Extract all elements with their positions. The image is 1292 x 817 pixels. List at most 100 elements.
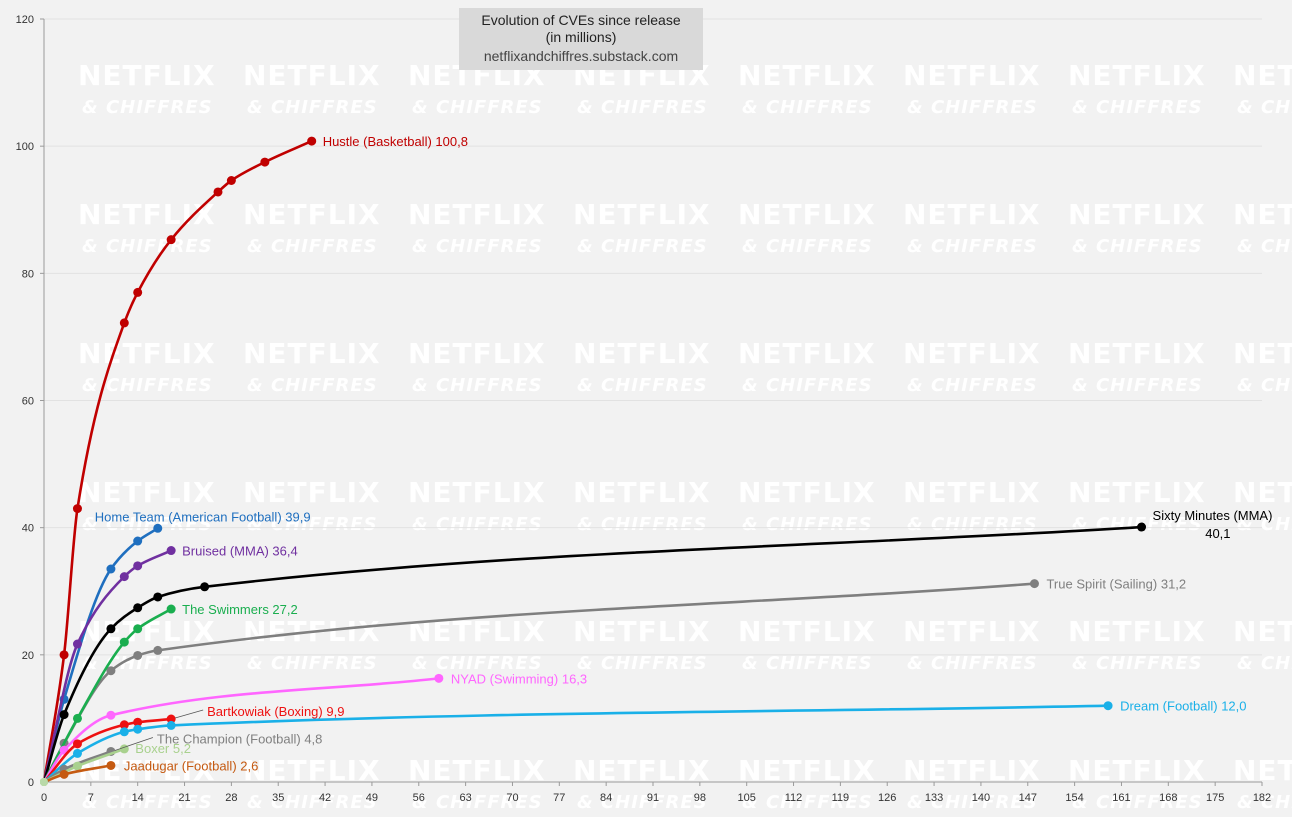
watermark-text: & CHIFFRES — [577, 514, 708, 535]
data-point — [133, 724, 143, 734]
watermark-text: NETFLIX — [903, 59, 1041, 92]
data-point — [40, 778, 48, 786]
series-label: The Champion (Football) 4,8 — [157, 731, 322, 746]
y-tick-label: 80 — [22, 268, 34, 280]
watermark-text: NETFLIX — [243, 59, 381, 92]
data-point — [166, 720, 176, 730]
watermark-text: & CHIFFRES — [247, 653, 378, 674]
data-point — [72, 713, 82, 723]
watermark-text: NETFLIX — [243, 476, 381, 509]
data-point — [213, 187, 223, 197]
watermark-text: & CHIFFRES — [82, 792, 213, 813]
x-tick-label: 112 — [785, 792, 803, 804]
series-value-label: 40,1 — [1205, 526, 1230, 541]
data-point — [166, 546, 176, 556]
series-sixty-minutes-mma — [40, 522, 1147, 786]
watermark-text: & CHIFFRES — [82, 236, 213, 257]
watermark-text: NETFLIX — [78, 198, 216, 231]
data-point — [106, 564, 116, 574]
data-point — [307, 136, 317, 146]
series-jaadugar-football — [40, 760, 116, 786]
x-tick-label: 84 — [600, 792, 612, 804]
watermark-text: & CHIFFRES — [577, 236, 708, 257]
data-point — [166, 714, 176, 724]
x-tick-label: 14 — [132, 792, 144, 804]
x-tick-label: 98 — [694, 792, 706, 804]
watermark-text: NETFLIX — [408, 476, 546, 509]
watermark-text: NETFLIX — [573, 615, 711, 648]
label-leader-line — [114, 737, 154, 751]
data-point — [72, 748, 82, 758]
data-point — [119, 572, 129, 582]
watermark-text: NETFLIX — [1068, 59, 1206, 92]
watermark-text: & CHIFFRES — [742, 97, 873, 118]
data-point — [133, 650, 143, 660]
x-tick-label: 70 — [506, 792, 518, 804]
watermark-text: NETFLIX — [1068, 337, 1206, 370]
watermark-text: & CHIFFRES — [1072, 97, 1203, 118]
watermark-text: & CHIFFRES — [412, 514, 543, 535]
watermark-text: & CHIFFRES — [82, 97, 213, 118]
watermark-text: & CHIFFRES — [907, 375, 1038, 396]
watermark-text: & CHIFFRES — [577, 97, 708, 118]
series-line — [42, 549, 173, 784]
y-tick-label: 120 — [16, 14, 34, 26]
watermark-text: NETFLIX — [738, 337, 876, 370]
watermark-text: & CHIFFRES — [1072, 375, 1203, 396]
series-label: Jaadugar (Football) 2,6 — [124, 758, 258, 773]
watermark-text: NETFLIX — [903, 198, 1041, 231]
data-point — [119, 727, 129, 737]
watermark-text: NETFLIX — [573, 198, 711, 231]
watermark-text: NETFLIX — [78, 476, 216, 509]
source-credit: netflixandchiffres.substack.com — [483, 48, 679, 64]
data-point — [133, 717, 143, 727]
watermark-text: & CHIFFRES — [742, 375, 873, 396]
axes: 0 20 40 60 80 100 120 0 7 14 21 28 35 42 49 56 63 70 77 84 9… — [16, 14, 1272, 804]
data-point — [59, 710, 69, 720]
grid-lines — [44, 18, 1262, 656]
label-leader-line — [175, 709, 204, 719]
series-bartkowiak-boxing — [40, 714, 176, 786]
watermark-text: NETFLIX — [738, 59, 876, 92]
series-label: Bruised (MMA) 36,4 — [182, 544, 298, 559]
series-hustle-basketball — [40, 136, 317, 786]
watermark-text: NETFLIX — [903, 476, 1041, 509]
watermark-text: NETFLIX — [1233, 615, 1292, 648]
watermark-text: NETFLIX — [78, 337, 216, 370]
watermark-text: NETFLIX — [1233, 59, 1292, 92]
watermark-text: NETFLIX — [903, 615, 1041, 648]
data-point — [153, 645, 163, 655]
data-point — [200, 582, 210, 592]
series-label: Home Team (American Football) 39,9 — [95, 509, 311, 524]
watermark-text: & CHIFFRES — [412, 792, 543, 813]
data-point — [260, 157, 270, 167]
x-tick-label: 133 — [925, 792, 943, 804]
watermark-text: NETFLIX — [573, 476, 711, 509]
watermark-text: NETFLIX — [738, 198, 876, 231]
watermark-text: & CHIFFRES — [412, 97, 543, 118]
x-tick-label: 182 — [1253, 792, 1271, 804]
watermark-text: & CHIFFRES — [1237, 375, 1292, 396]
series-label: Bartkowiak (Boxing) 9,9 — [207, 704, 344, 719]
watermark-text: & CHIFFRES — [577, 375, 708, 396]
data-point — [72, 504, 82, 514]
watermark-text: & CHIFFRES — [1072, 653, 1203, 674]
watermark-layer: NETFLIX & CHIFFRES NETFLIX & CHIFFRES NETFLI… — [78, 59, 1292, 813]
data-point — [1103, 701, 1113, 711]
watermark-text: & CHIFFRES — [907, 97, 1038, 118]
data-point — [226, 176, 236, 186]
data-point — [106, 760, 116, 770]
x-tick-label: 49 — [366, 792, 378, 804]
x-tick-label: 63 — [459, 792, 471, 804]
watermark-text: NETFLIX — [903, 337, 1041, 370]
watermark-text: & CHIFFRES — [1237, 653, 1292, 674]
watermark-text: & CHIFFRES — [412, 653, 543, 674]
data-point — [72, 739, 82, 749]
chart-title-box: Evolution of CVEs since release (in mill… — [459, 8, 703, 70]
x-tick-label: 28 — [225, 792, 237, 804]
data-point — [133, 624, 143, 634]
x-tick-label: 77 — [553, 792, 565, 804]
watermark-text: & CHIFFRES — [577, 653, 708, 674]
data-point — [153, 592, 163, 602]
